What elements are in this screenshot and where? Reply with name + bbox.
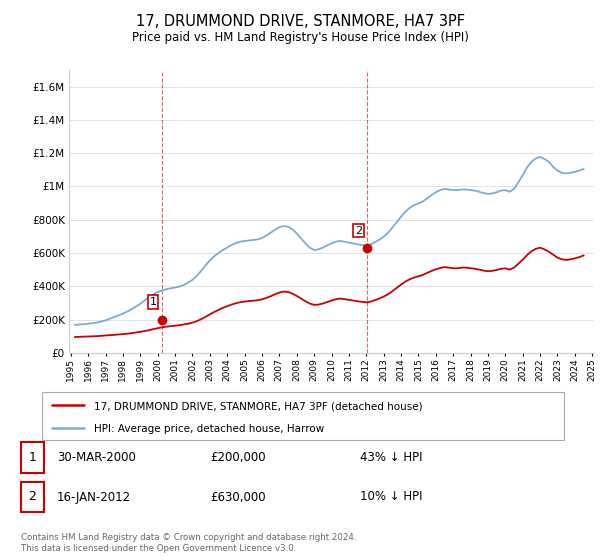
Text: HPI: Average price, detached house, Harrow: HPI: Average price, detached house, Harr…: [94, 424, 325, 433]
Text: Contains HM Land Registry data © Crown copyright and database right 2024.
This d: Contains HM Land Registry data © Crown c…: [21, 533, 356, 553]
Text: £200,000: £200,000: [210, 451, 266, 464]
Text: 2: 2: [355, 226, 362, 236]
Text: 17, DRUMMOND DRIVE, STANMORE, HA7 3PF: 17, DRUMMOND DRIVE, STANMORE, HA7 3PF: [136, 14, 464, 29]
Text: Price paid vs. HM Land Registry's House Price Index (HPI): Price paid vs. HM Land Registry's House …: [131, 31, 469, 44]
Text: 30-MAR-2000: 30-MAR-2000: [57, 451, 136, 464]
Text: 10% ↓ HPI: 10% ↓ HPI: [360, 491, 422, 503]
Text: 17, DRUMMOND DRIVE, STANMORE, HA7 3PF (detached house): 17, DRUMMOND DRIVE, STANMORE, HA7 3PF (d…: [94, 402, 423, 411]
Text: 1: 1: [28, 451, 37, 464]
Text: 2: 2: [28, 491, 37, 503]
Text: 1: 1: [150, 297, 157, 307]
Text: £630,000: £630,000: [210, 491, 266, 503]
Text: 43% ↓ HPI: 43% ↓ HPI: [360, 451, 422, 464]
Text: 16-JAN-2012: 16-JAN-2012: [57, 491, 131, 503]
